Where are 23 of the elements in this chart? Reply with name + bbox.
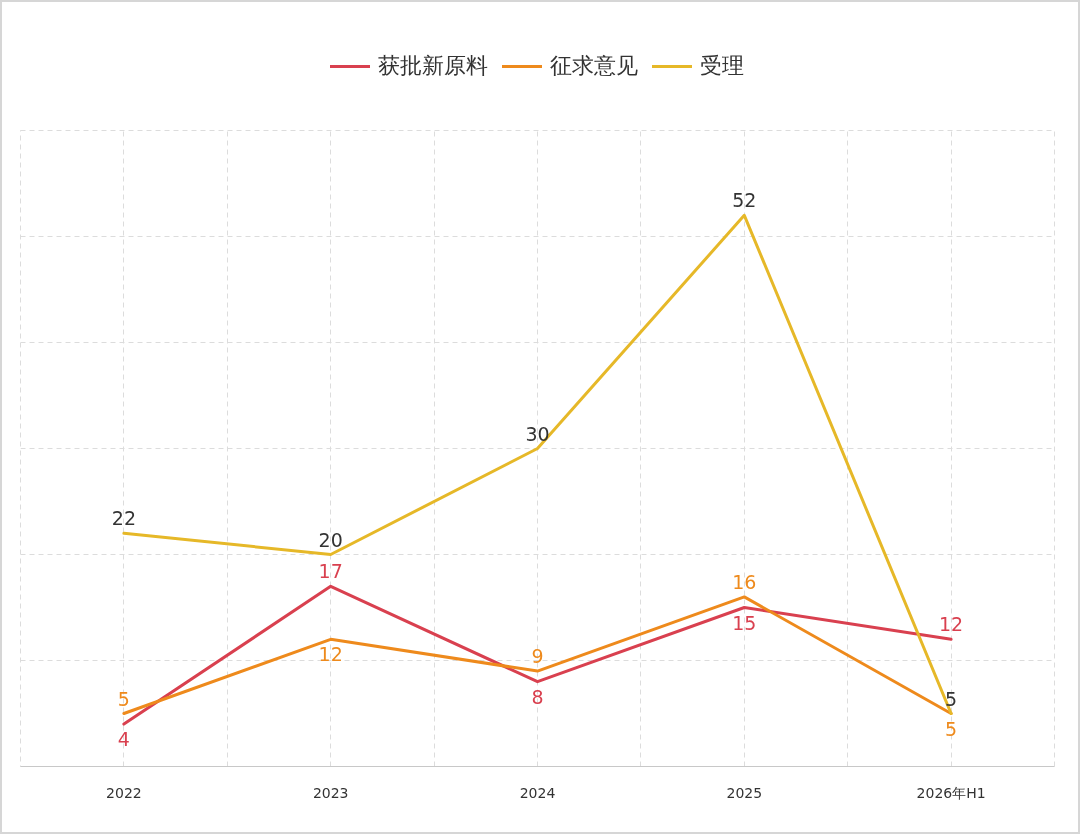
x-tick-label: 2026年H1 xyxy=(916,784,986,801)
data-label: 12 xyxy=(939,613,964,636)
data-label: 52 xyxy=(732,189,757,212)
data-label: 30 xyxy=(525,422,550,445)
data-label: 4 xyxy=(117,728,130,751)
data-label: 15 xyxy=(732,611,757,634)
legend-label: 获批新原料 xyxy=(378,52,488,80)
data-label: 16 xyxy=(732,570,757,593)
x-tick-label: 2025 xyxy=(726,784,763,801)
data-label: 5 xyxy=(117,687,130,710)
x-tick-label: 2022 xyxy=(106,784,142,801)
x-tick-label: 2023 xyxy=(312,784,349,801)
data-label: 5 xyxy=(945,717,958,740)
legend-label: 受理 xyxy=(700,52,744,80)
legend-label: 征求意见 xyxy=(550,52,638,80)
data-label: 12 xyxy=(318,643,343,666)
data-label: 8 xyxy=(531,685,544,708)
data-label: 20 xyxy=(318,528,343,551)
data-label: 5 xyxy=(945,687,958,710)
data-label: 17 xyxy=(318,560,343,583)
data-label: 9 xyxy=(531,645,544,668)
x-tick-label: 2024 xyxy=(519,784,556,801)
data-label: 22 xyxy=(111,507,136,530)
